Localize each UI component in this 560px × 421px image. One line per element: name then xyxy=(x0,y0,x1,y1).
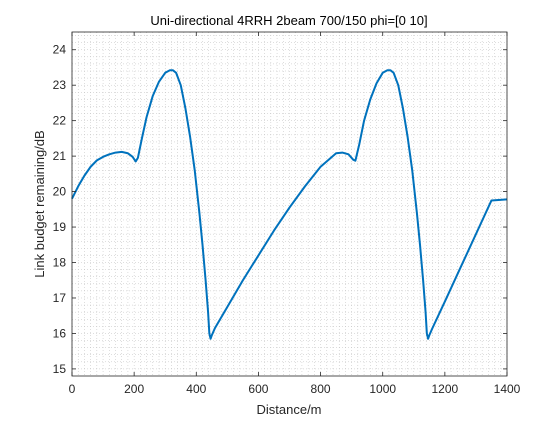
x-tick-label: 1400 xyxy=(494,382,521,396)
y-tick-label: 19 xyxy=(53,220,67,234)
x-tick-label: 600 xyxy=(248,382,268,396)
y-tick-label: 17 xyxy=(53,291,67,305)
y-tick-label: 18 xyxy=(53,256,67,270)
x-tick-label: 0 xyxy=(69,382,76,396)
chart-title: Uni-directional 4RRH 2beam 700/150 phi=[… xyxy=(150,13,427,28)
x-tick-label: 1200 xyxy=(432,382,459,396)
x-tick-label: 800 xyxy=(311,382,331,396)
y-tick-label: 16 xyxy=(53,326,67,340)
grid xyxy=(71,32,508,376)
axes-box xyxy=(71,31,508,377)
x-axis-label: Distance/m xyxy=(256,402,321,417)
x-axis: 0 200 400 600 800 1000 1200 1400 xyxy=(69,32,521,396)
x-tick-label: 200 xyxy=(124,382,144,396)
series-group xyxy=(71,69,508,340)
y-tick-label: 21 xyxy=(53,149,67,163)
x-tick-label: 400 xyxy=(186,382,206,396)
y-tick-label: 20 xyxy=(53,185,67,199)
x-tick-label: 1000 xyxy=(369,382,396,396)
y-axis-label: Link budget remaining/dB xyxy=(32,130,47,277)
y-tick-label: 22 xyxy=(53,114,67,128)
y-tick-label: 15 xyxy=(53,362,67,376)
y-tick-label: 23 xyxy=(53,78,67,92)
series-line xyxy=(71,69,508,340)
y-tick-label: 24 xyxy=(53,43,67,57)
y-axis: 15 16 17 18 19 20 21 22 23 24 xyxy=(53,43,507,376)
